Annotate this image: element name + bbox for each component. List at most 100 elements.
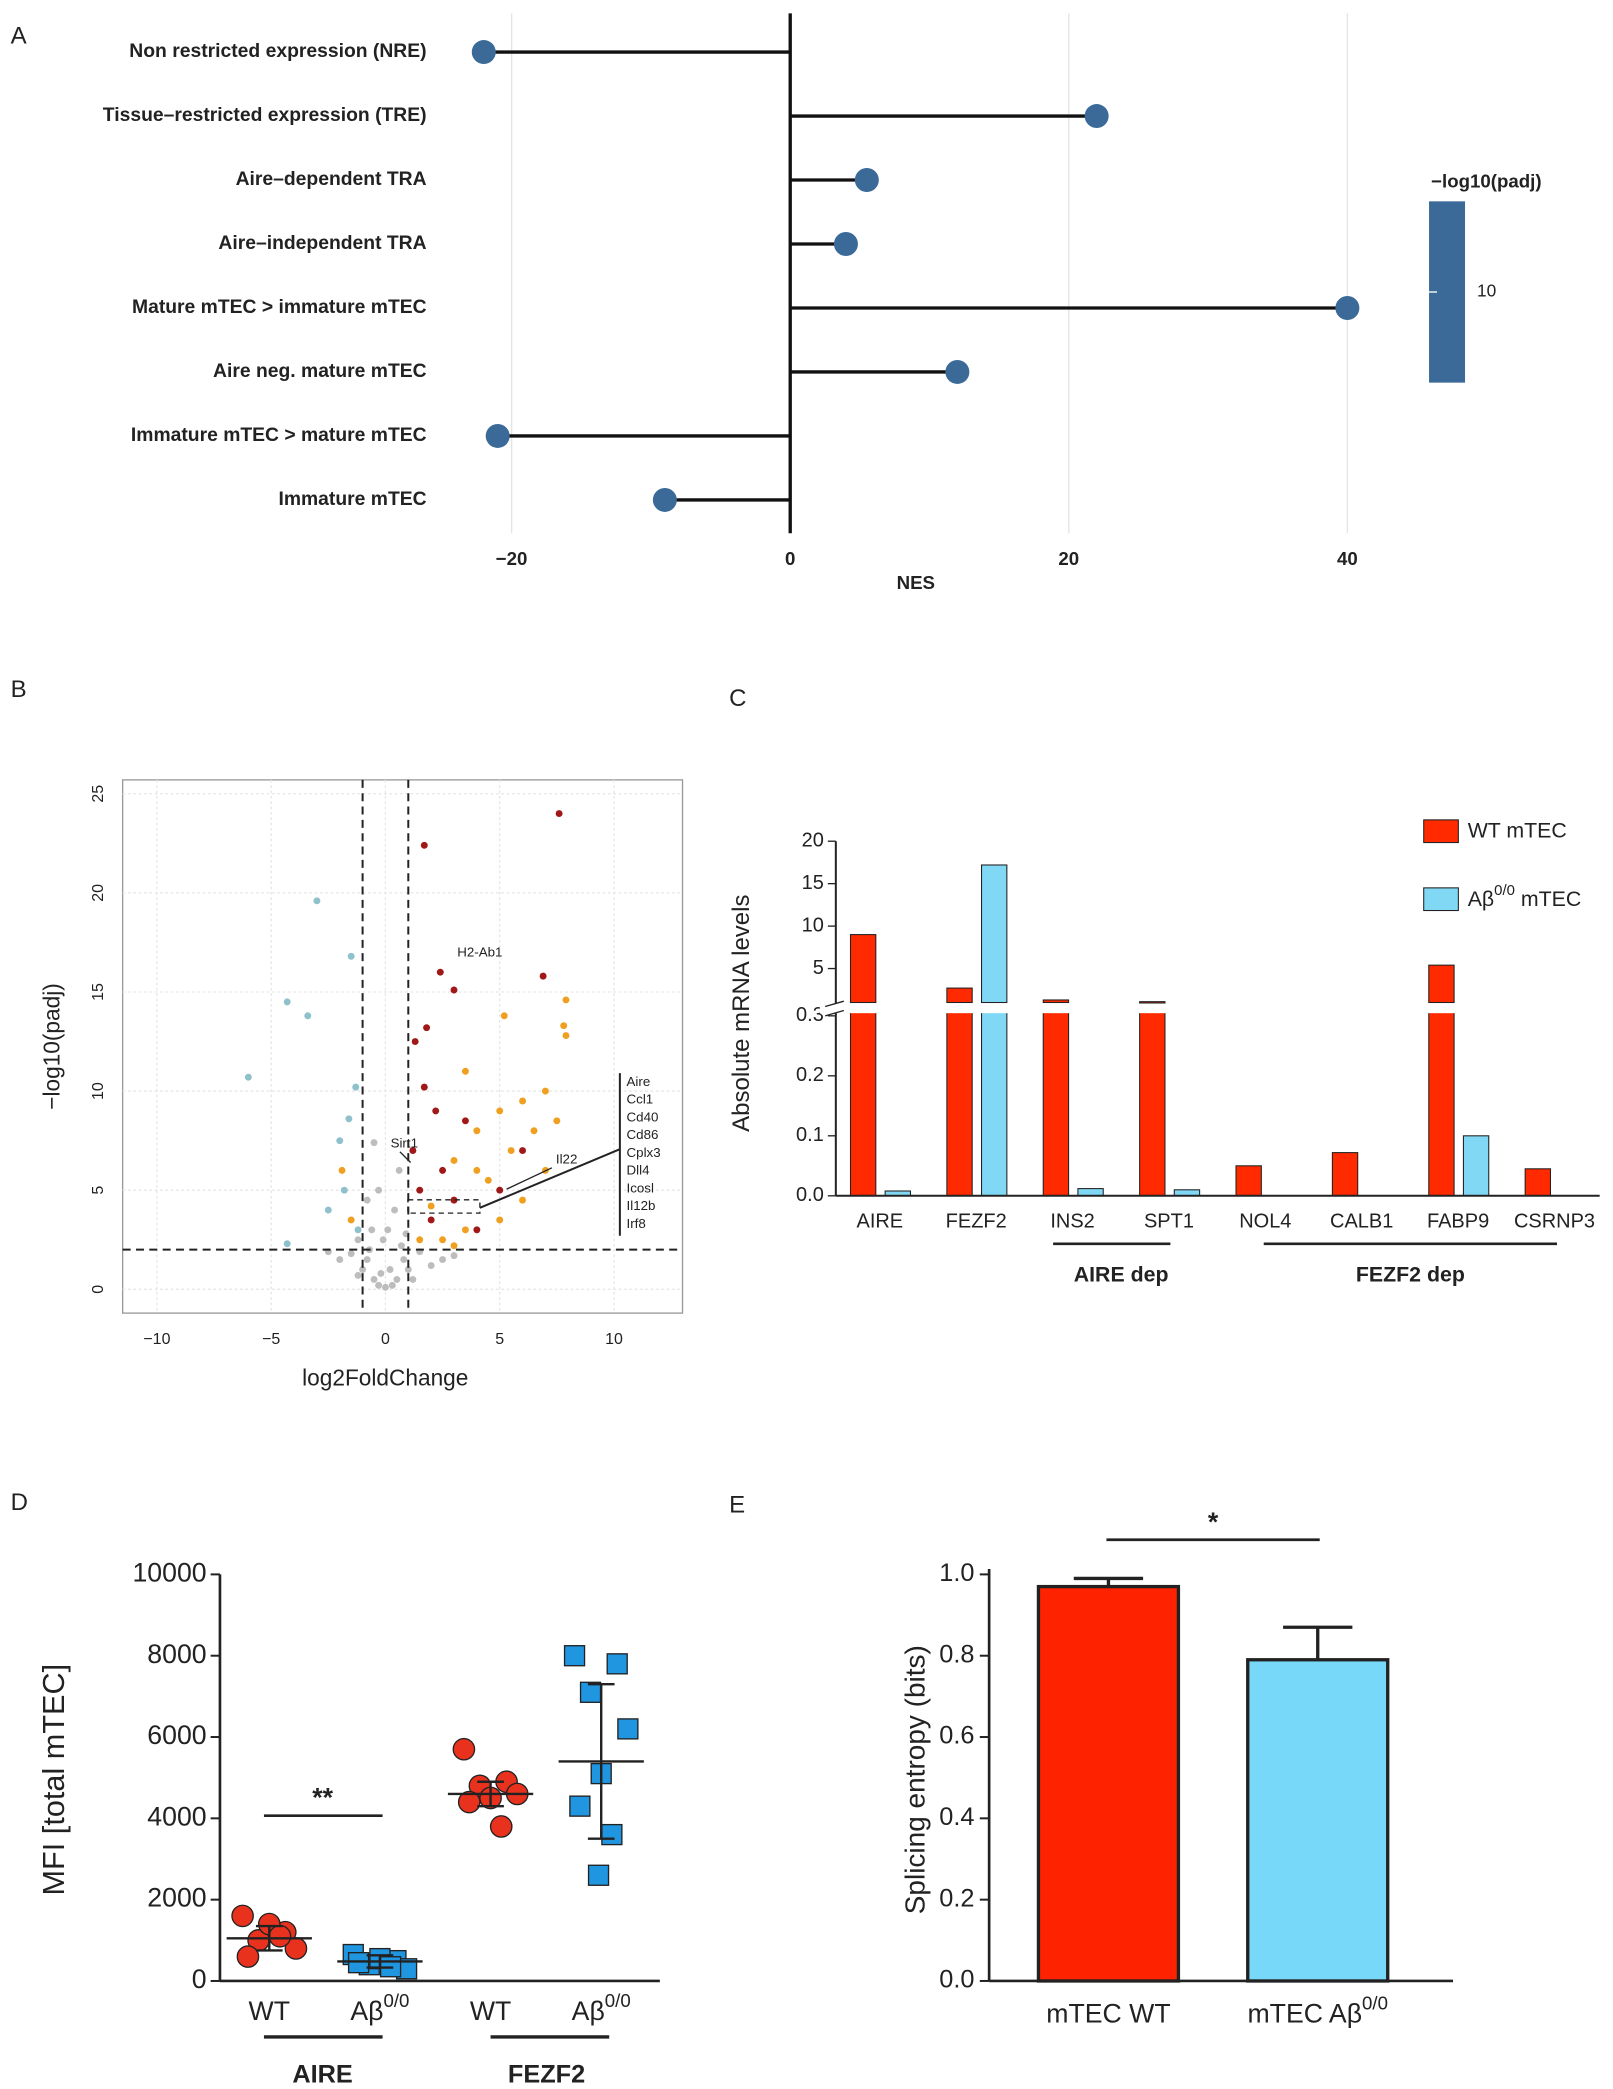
annotation: Sirt1 — [391, 1135, 418, 1150]
point — [439, 1166, 447, 1174]
y-tick-label: 0.8 — [939, 1640, 974, 1668]
x-tick-label: 10 — [605, 1331, 623, 1348]
highlight-box — [407, 1199, 481, 1214]
dot — [652, 487, 677, 512]
point — [416, 1186, 424, 1194]
legend-swatch — [1423, 887, 1459, 912]
group-label: FEZF2 — [508, 2060, 585, 2088]
legend-swatch — [1423, 819, 1459, 844]
point — [587, 1864, 610, 1886]
y-tick-label: 0.4 — [939, 1803, 974, 1831]
point — [601, 1823, 623, 1846]
point — [393, 1275, 401, 1283]
group-label: AIRE dep — [1074, 1262, 1169, 1286]
y-tick-label: 0.0 — [796, 1184, 824, 1206]
x-axis-label: NES — [897, 572, 935, 593]
panel-label: B — [11, 676, 27, 703]
point — [375, 1186, 383, 1194]
bar — [1077, 1188, 1104, 1197]
y-tick-label: 2000 — [147, 1883, 206, 1913]
x-tick-label: 20 — [1058, 548, 1079, 569]
x-tick-label: WT — [249, 1996, 290, 2026]
x-axis-label: log2FoldChange — [302, 1365, 468, 1391]
x-tick-label: mTEC WT — [1046, 1999, 1170, 2029]
point — [340, 1186, 348, 1194]
y-axis-label: Absolute mRNA levels — [728, 895, 755, 1132]
gene-label: Cd40 — [627, 1109, 659, 1124]
point — [416, 1236, 424, 1244]
y-tick-label: 10 — [90, 1082, 107, 1100]
point — [409, 1147, 417, 1155]
point — [411, 1038, 419, 1046]
x-tick-label: −5 — [262, 1331, 280, 1348]
point — [555, 810, 563, 818]
point — [363, 1196, 371, 1204]
category-label: Aire–dependent TRA — [236, 169, 427, 190]
point — [400, 1256, 408, 1264]
bar — [849, 1008, 877, 1197]
point — [432, 1107, 440, 1115]
point — [420, 841, 428, 849]
point — [489, 1815, 513, 1838]
category-label: Immature mTEC — [278, 489, 426, 510]
point — [347, 1250, 355, 1258]
significance: ** — [312, 1783, 333, 1813]
y-axis-label: Splicing entropy (bits) — [900, 1645, 931, 1914]
point — [359, 1266, 367, 1273]
category-label: Immature mTEC > mature mTEC — [131, 425, 427, 446]
dot — [833, 232, 858, 256]
point — [427, 1262, 435, 1270]
point — [384, 1226, 392, 1234]
category-label: Mature mTEC > immature mTEC — [132, 297, 427, 318]
group-label: AIRE — [292, 2060, 352, 2088]
point — [231, 1904, 254, 1928]
gene-label: Il12b — [627, 1198, 656, 1213]
point — [370, 1139, 378, 1147]
x-tick-label: FEZF2 — [946, 1211, 1007, 1233]
y-tick-label: 1.0 — [939, 1559, 974, 1587]
point — [457, 1790, 481, 1814]
point — [354, 1226, 362, 1234]
y-tick-label: 10 — [802, 914, 824, 936]
point — [439, 1256, 447, 1264]
point — [496, 1216, 504, 1224]
x-tick-label: CSRNP3 — [1514, 1211, 1595, 1233]
break-mark — [824, 1000, 845, 1008]
point — [450, 1252, 458, 1260]
point — [324, 1206, 332, 1214]
dot — [485, 423, 510, 448]
point — [379, 1236, 387, 1244]
legend-label: Aβ0/0 mTEC — [1468, 882, 1582, 910]
bar — [1139, 1001, 1166, 1004]
point — [569, 1795, 591, 1817]
y-tick-label: 0.2 — [939, 1884, 974, 1912]
point — [562, 996, 570, 1004]
point — [375, 1281, 383, 1289]
y-tick-label: 0 — [90, 1285, 107, 1294]
x-tick-label: FABP9 — [1427, 1211, 1489, 1233]
point — [347, 1216, 355, 1224]
point — [541, 1087, 549, 1095]
point — [283, 1240, 291, 1248]
bar — [1462, 1135, 1490, 1197]
point — [519, 1147, 527, 1155]
point — [283, 998, 291, 1006]
point — [388, 1281, 396, 1289]
point — [473, 1127, 481, 1135]
point — [461, 1117, 469, 1125]
x-tick-label: −20 — [496, 548, 528, 569]
x-tick-label: 0 — [785, 548, 795, 569]
y-tick-label: 15 — [802, 872, 824, 894]
x-tick-label: −10 — [143, 1331, 170, 1348]
plot-frame — [121, 779, 684, 1314]
dot — [854, 168, 879, 193]
point — [377, 1270, 385, 1277]
gene-label: Icosl — [627, 1180, 654, 1195]
x-tick-label: CALB1 — [1330, 1211, 1393, 1233]
point — [244, 1073, 252, 1081]
point — [236, 1945, 260, 1968]
bar — [1428, 1008, 1455, 1197]
point — [427, 1216, 435, 1224]
bar — [1042, 999, 1070, 1004]
